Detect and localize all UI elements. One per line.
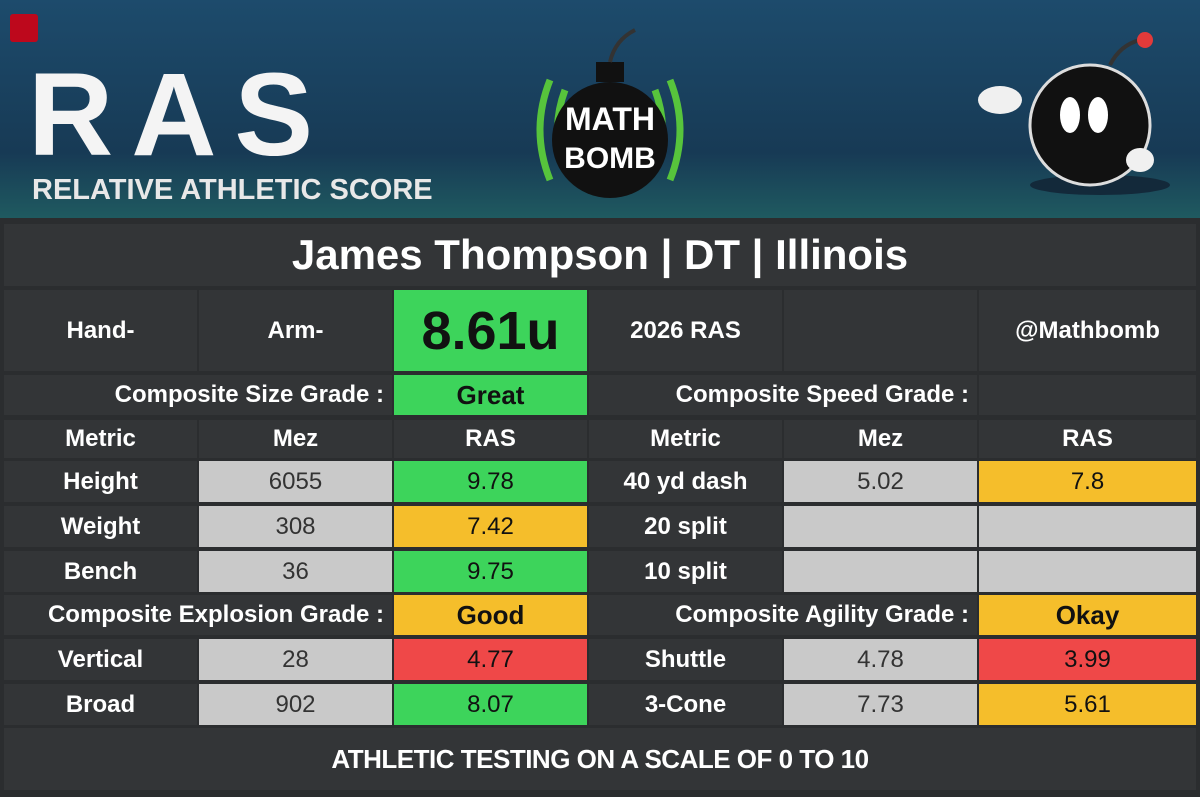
ras-score: 4.77	[394, 639, 587, 680]
ras-score: 5.61	[979, 684, 1196, 725]
composite-grade	[979, 375, 1196, 415]
ras-score	[979, 506, 1196, 547]
season: 2026 RAS	[589, 290, 782, 371]
composite-label: Composite Size Grade :	[4, 375, 392, 415]
composite-label: Composite Explosion Grade :	[4, 595, 392, 635]
ras-score: 3.99	[979, 639, 1196, 680]
metric: Vertical	[4, 639, 197, 680]
metric: Weight	[4, 506, 197, 547]
column-header: RAS	[979, 420, 1196, 458]
composite-label: Composite Agility Grade :	[589, 595, 977, 635]
mez: 7.73	[784, 684, 977, 725]
mez: 4.78	[784, 639, 977, 680]
logo-subtitle: RELATIVE ATHLETIC SCORE	[32, 174, 433, 206]
composite-grade: Great	[394, 375, 587, 415]
mez	[784, 551, 977, 592]
handle: @Mathbomb	[979, 290, 1196, 371]
metric: 20 split	[589, 506, 782, 547]
logo: RAS	[28, 49, 332, 181]
metric: Height	[4, 461, 197, 502]
score: 8.61u	[394, 290, 587, 371]
ras-score: 7.42	[394, 506, 587, 547]
column-header: Mez	[199, 420, 392, 458]
composite-grade: Good	[394, 595, 587, 635]
column-header: Metric	[589, 420, 782, 458]
season-gap	[784, 290, 977, 371]
composite-grade: Okay	[979, 595, 1196, 635]
ras-score: 9.78	[394, 461, 587, 502]
mez: 6055	[199, 461, 392, 502]
title: James Thompson | DT | Illinois	[4, 224, 1196, 286]
metric: Bench	[4, 551, 197, 592]
mez: 902	[199, 684, 392, 725]
metric: Broad	[4, 684, 197, 725]
composite-label: Composite Speed Grade :	[589, 375, 977, 415]
ras-score: 8.07	[394, 684, 587, 725]
hand: Hand-	[4, 290, 197, 371]
mez: 28	[199, 639, 392, 680]
column-header: RAS	[394, 420, 587, 458]
ras-score	[979, 551, 1196, 592]
mascot	[978, 32, 1170, 195]
brand-bottom: BOMB	[564, 142, 656, 175]
arm: Arm-	[199, 290, 392, 371]
metric: 40 yd dash	[589, 461, 782, 502]
metric: 10 split	[589, 551, 782, 592]
metric: Shuttle	[589, 639, 782, 680]
mez: 308	[199, 506, 392, 547]
brand-logo: MATH BOMB	[536, 28, 684, 198]
column-header: Mez	[784, 420, 977, 458]
brand-top: MATH	[565, 101, 655, 137]
banner: RAS RELATIVE ATHLETIC SCORE MATH BOMB	[0, 0, 1200, 218]
mez	[784, 506, 977, 547]
ras-score: 9.75	[394, 551, 587, 592]
column-header: Metric	[4, 420, 197, 458]
mez: 5.02	[784, 461, 977, 502]
footer: ATHLETIC TESTING ON A SCALE OF 0 TO 10	[4, 728, 1196, 790]
ras-score: 7.8	[979, 461, 1196, 502]
pin-icon[interactable]	[10, 14, 38, 42]
metric: 3-Cone	[589, 684, 782, 725]
mez: 36	[199, 551, 392, 592]
